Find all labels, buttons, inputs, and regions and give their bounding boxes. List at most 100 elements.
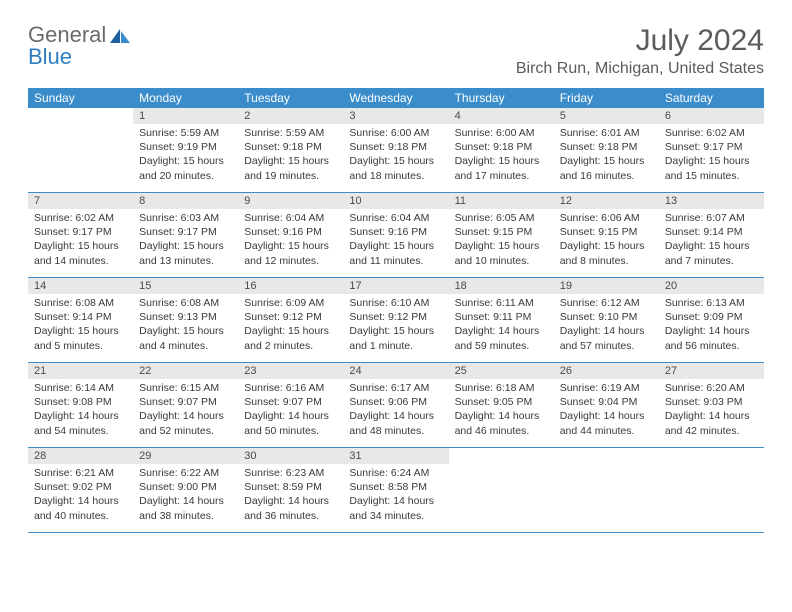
day-cell: 9Sunrise: 6:04 AMSunset: 9:16 PMDaylight… bbox=[238, 193, 343, 277]
daylight-text: Daylight: 15 hours and 13 minutes. bbox=[139, 239, 232, 267]
day-body: Sunrise: 6:20 AMSunset: 9:03 PMDaylight:… bbox=[659, 379, 764, 444]
sunset-text: Sunset: 9:03 PM bbox=[665, 395, 758, 409]
day-number: 1 bbox=[133, 108, 238, 124]
daylight-text: Daylight: 15 hours and 15 minutes. bbox=[665, 154, 758, 182]
day-body: Sunrise: 6:03 AMSunset: 9:17 PMDaylight:… bbox=[133, 209, 238, 274]
day-cell: 18Sunrise: 6:11 AMSunset: 9:11 PMDayligh… bbox=[449, 278, 554, 362]
day-cell: 28Sunrise: 6:21 AMSunset: 9:02 PMDayligh… bbox=[28, 448, 133, 532]
day-number: 8 bbox=[133, 193, 238, 209]
day-number: 6 bbox=[659, 108, 764, 124]
day-number: 7 bbox=[28, 193, 133, 209]
day-number: 3 bbox=[343, 108, 448, 124]
sunrise-text: Sunrise: 6:03 AM bbox=[139, 211, 232, 225]
sunset-text: Sunset: 9:09 PM bbox=[665, 310, 758, 324]
day-cell: 31Sunrise: 6:24 AMSunset: 8:58 PMDayligh… bbox=[343, 448, 448, 532]
sunrise-text: Sunrise: 6:21 AM bbox=[34, 466, 127, 480]
sunrise-text: Sunrise: 6:10 AM bbox=[349, 296, 442, 310]
day-body bbox=[449, 452, 554, 460]
daylight-text: Daylight: 14 hours and 54 minutes. bbox=[34, 409, 127, 437]
sunrise-text: Sunrise: 6:12 AM bbox=[560, 296, 653, 310]
sunset-text: Sunset: 9:07 PM bbox=[139, 395, 232, 409]
day-cell: 5Sunrise: 6:01 AMSunset: 9:18 PMDaylight… bbox=[554, 108, 659, 192]
day-body: Sunrise: 6:04 AMSunset: 9:16 PMDaylight:… bbox=[343, 209, 448, 274]
sunrise-text: Sunrise: 6:23 AM bbox=[244, 466, 337, 480]
sunrise-text: Sunrise: 5:59 AM bbox=[139, 126, 232, 140]
day-number: 18 bbox=[449, 278, 554, 294]
daylight-text: Daylight: 14 hours and 48 minutes. bbox=[349, 409, 442, 437]
day-body: Sunrise: 6:06 AMSunset: 9:15 PMDaylight:… bbox=[554, 209, 659, 274]
week-row: 28Sunrise: 6:21 AMSunset: 9:02 PMDayligh… bbox=[28, 448, 764, 533]
day-number: 14 bbox=[28, 278, 133, 294]
sunset-text: Sunset: 9:12 PM bbox=[349, 310, 442, 324]
sunrise-text: Sunrise: 6:20 AM bbox=[665, 381, 758, 395]
day-cell bbox=[28, 108, 133, 192]
day-cell: 27Sunrise: 6:20 AMSunset: 9:03 PMDayligh… bbox=[659, 363, 764, 447]
day-cell: 13Sunrise: 6:07 AMSunset: 9:14 PMDayligh… bbox=[659, 193, 764, 277]
day-body: Sunrise: 6:05 AMSunset: 9:15 PMDaylight:… bbox=[449, 209, 554, 274]
daylight-text: Daylight: 15 hours and 18 minutes. bbox=[349, 154, 442, 182]
sunrise-text: Sunrise: 6:04 AM bbox=[244, 211, 337, 225]
calendar-page: General Blue July 2024 Birch Run, Michig… bbox=[0, 0, 792, 545]
day-body: Sunrise: 6:13 AMSunset: 9:09 PMDaylight:… bbox=[659, 294, 764, 359]
sunset-text: Sunset: 9:18 PM bbox=[244, 140, 337, 154]
day-body: Sunrise: 6:22 AMSunset: 9:00 PMDaylight:… bbox=[133, 464, 238, 529]
day-body: Sunrise: 6:09 AMSunset: 9:12 PMDaylight:… bbox=[238, 294, 343, 359]
sunset-text: Sunset: 9:18 PM bbox=[560, 140, 653, 154]
day-number: 16 bbox=[238, 278, 343, 294]
dow-cell: Wednesday bbox=[343, 88, 448, 108]
daylight-text: Daylight: 14 hours and 59 minutes. bbox=[455, 324, 548, 352]
day-number: 24 bbox=[343, 363, 448, 379]
day-body: Sunrise: 6:11 AMSunset: 9:11 PMDaylight:… bbox=[449, 294, 554, 359]
dow-cell: Thursday bbox=[449, 88, 554, 108]
day-cell: 10Sunrise: 6:04 AMSunset: 9:16 PMDayligh… bbox=[343, 193, 448, 277]
sunset-text: Sunset: 9:08 PM bbox=[34, 395, 127, 409]
daylight-text: Daylight: 14 hours and 38 minutes. bbox=[139, 494, 232, 522]
sunrise-text: Sunrise: 6:00 AM bbox=[455, 126, 548, 140]
daylight-text: Daylight: 14 hours and 52 minutes. bbox=[139, 409, 232, 437]
daylight-text: Daylight: 14 hours and 57 minutes. bbox=[560, 324, 653, 352]
calendar: SundayMondayTuesdayWednesdayThursdayFrid… bbox=[28, 88, 764, 533]
day-number: 31 bbox=[343, 448, 448, 464]
sunset-text: Sunset: 9:18 PM bbox=[455, 140, 548, 154]
daylight-text: Daylight: 15 hours and 12 minutes. bbox=[244, 239, 337, 267]
day-cell: 19Sunrise: 6:12 AMSunset: 9:10 PMDayligh… bbox=[554, 278, 659, 362]
day-body bbox=[554, 452, 659, 460]
day-body: Sunrise: 6:01 AMSunset: 9:18 PMDaylight:… bbox=[554, 124, 659, 189]
day-number: 11 bbox=[449, 193, 554, 209]
day-number: 28 bbox=[28, 448, 133, 464]
daylight-text: Daylight: 14 hours and 50 minutes. bbox=[244, 409, 337, 437]
sunset-text: Sunset: 9:10 PM bbox=[560, 310, 653, 324]
day-cell bbox=[449, 448, 554, 532]
day-body: Sunrise: 6:19 AMSunset: 9:04 PMDaylight:… bbox=[554, 379, 659, 444]
day-number: 13 bbox=[659, 193, 764, 209]
sunrise-text: Sunrise: 6:07 AM bbox=[665, 211, 758, 225]
daylight-text: Daylight: 15 hours and 16 minutes. bbox=[560, 154, 653, 182]
logo-text: General Blue bbox=[28, 24, 132, 68]
week-row: 21Sunrise: 6:14 AMSunset: 9:08 PMDayligh… bbox=[28, 363, 764, 448]
sunrise-text: Sunrise: 6:08 AM bbox=[34, 296, 127, 310]
day-cell: 23Sunrise: 6:16 AMSunset: 9:07 PMDayligh… bbox=[238, 363, 343, 447]
day-cell: 11Sunrise: 6:05 AMSunset: 9:15 PMDayligh… bbox=[449, 193, 554, 277]
logo: General Blue bbox=[28, 24, 132, 68]
daylight-text: Daylight: 15 hours and 14 minutes. bbox=[34, 239, 127, 267]
sunset-text: Sunset: 9:11 PM bbox=[455, 310, 548, 324]
sunrise-text: Sunrise: 6:22 AM bbox=[139, 466, 232, 480]
day-cell: 17Sunrise: 6:10 AMSunset: 9:12 PMDayligh… bbox=[343, 278, 448, 362]
daylight-text: Daylight: 15 hours and 10 minutes. bbox=[455, 239, 548, 267]
day-cell: 8Sunrise: 6:03 AMSunset: 9:17 PMDaylight… bbox=[133, 193, 238, 277]
day-cell: 7Sunrise: 6:02 AMSunset: 9:17 PMDaylight… bbox=[28, 193, 133, 277]
day-number: 30 bbox=[238, 448, 343, 464]
sunset-text: Sunset: 9:05 PM bbox=[455, 395, 548, 409]
logo-word2: Blue bbox=[28, 44, 72, 69]
day-number: 21 bbox=[28, 363, 133, 379]
day-cell: 15Sunrise: 6:08 AMSunset: 9:13 PMDayligh… bbox=[133, 278, 238, 362]
sunrise-text: Sunrise: 6:00 AM bbox=[349, 126, 442, 140]
day-body: Sunrise: 6:23 AMSunset: 8:59 PMDaylight:… bbox=[238, 464, 343, 529]
dow-cell: Tuesday bbox=[238, 88, 343, 108]
header: General Blue July 2024 Birch Run, Michig… bbox=[28, 24, 764, 78]
dow-cell: Friday bbox=[554, 88, 659, 108]
day-number: 2 bbox=[238, 108, 343, 124]
daylight-text: Daylight: 14 hours and 56 minutes. bbox=[665, 324, 758, 352]
sunset-text: Sunset: 9:15 PM bbox=[560, 225, 653, 239]
day-number: 26 bbox=[554, 363, 659, 379]
